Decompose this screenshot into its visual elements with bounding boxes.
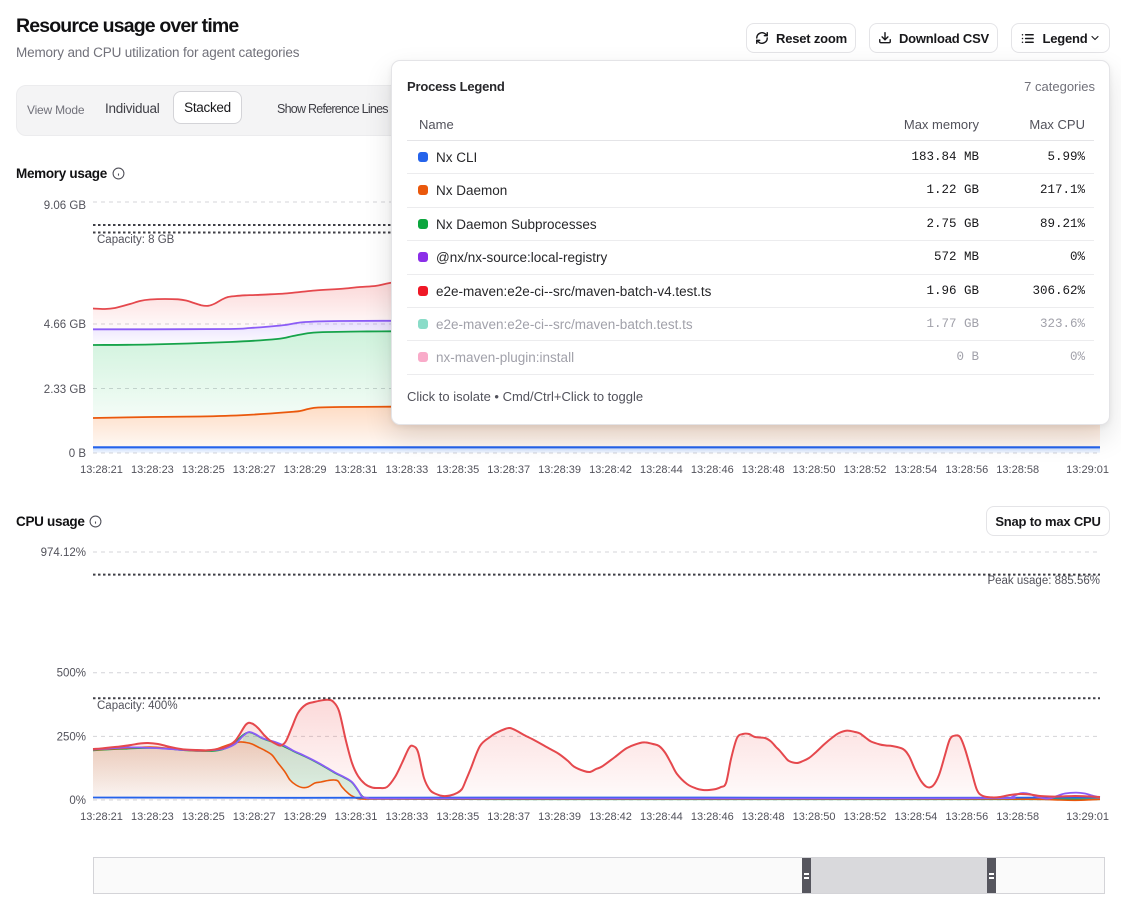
svg-text:13:28:35: 13:28:35 (436, 811, 479, 823)
svg-text:13:28:35: 13:28:35 (436, 464, 479, 476)
svg-text:13:28:27: 13:28:27 (233, 464, 276, 476)
svg-text:0%: 0% (69, 795, 86, 807)
svg-text:13:28:48: 13:28:48 (742, 811, 785, 823)
svg-text:13:28:44: 13:28:44 (640, 811, 683, 823)
svg-text:13:28:52: 13:28:52 (844, 811, 887, 823)
svg-text:500%: 500% (57, 668, 86, 680)
svg-text:13:28:44: 13:28:44 (640, 464, 683, 476)
svg-text:4.66 GB: 4.66 GB (44, 319, 87, 331)
svg-text:13:28:39: 13:28:39 (538, 464, 581, 476)
svg-text:13:28:42: 13:28:42 (589, 464, 632, 476)
svg-text:13:28:37: 13:28:37 (487, 464, 530, 476)
svg-text:13:29:01: 13:29:01 (1066, 464, 1109, 476)
svg-text:13:28:23: 13:28:23 (131, 464, 174, 476)
svg-text:Peak usage: 885.56%: Peak usage: 885.56% (987, 575, 1100, 587)
svg-text:Capacity: 400%: Capacity: 400% (97, 700, 178, 712)
svg-text:13:28:39: 13:28:39 (538, 811, 581, 823)
svg-text:974.12%: 974.12% (41, 547, 86, 559)
svg-text:0 B: 0 B (69, 448, 87, 460)
svg-text:13:28:23: 13:28:23 (131, 811, 174, 823)
svg-text:13:28:25: 13:28:25 (182, 811, 225, 823)
svg-text:13:28:58: 13:28:58 (996, 811, 1039, 823)
svg-text:13:28:31: 13:28:31 (335, 811, 378, 823)
svg-text:13:28:58: 13:28:58 (996, 464, 1039, 476)
svg-text:13:28:50: 13:28:50 (793, 464, 836, 476)
svg-text:13:28:33: 13:28:33 (385, 464, 428, 476)
svg-text:13:28:29: 13:28:29 (284, 811, 327, 823)
svg-text:13:28:54: 13:28:54 (894, 464, 937, 476)
svg-text:13:28:37: 13:28:37 (487, 811, 530, 823)
svg-text:9.06 GB: 9.06 GB (44, 200, 87, 212)
svg-text:13:28:31: 13:28:31 (335, 464, 378, 476)
svg-text:13:29:01: 13:29:01 (1066, 811, 1109, 823)
svg-text:Capacity: 8 GB: Capacity: 8 GB (97, 234, 175, 246)
svg-text:250%: 250% (57, 731, 86, 743)
svg-text:13:28:54: 13:28:54 (894, 811, 937, 823)
svg-text:13:28:48: 13:28:48 (742, 464, 785, 476)
svg-text:2.33 GB: 2.33 GB (44, 384, 87, 396)
svg-text:13:28:33: 13:28:33 (385, 811, 428, 823)
svg-text:13:28:56: 13:28:56 (945, 464, 988, 476)
svg-text:13:28:21: 13:28:21 (80, 811, 123, 823)
svg-text:13:28:46: 13:28:46 (691, 464, 734, 476)
svg-text:13:28:42: 13:28:42 (589, 811, 632, 823)
svg-text:13:28:25: 13:28:25 (182, 464, 225, 476)
svg-text:13:28:21: 13:28:21 (80, 464, 123, 476)
svg-text:13:28:27: 13:28:27 (233, 811, 276, 823)
svg-text:13:28:46: 13:28:46 (691, 811, 734, 823)
svg-text:13:28:50: 13:28:50 (793, 811, 836, 823)
svg-text:13:28:52: 13:28:52 (844, 464, 887, 476)
svg-text:13:28:29: 13:28:29 (284, 464, 327, 476)
svg-text:13:28:56: 13:28:56 (945, 811, 988, 823)
